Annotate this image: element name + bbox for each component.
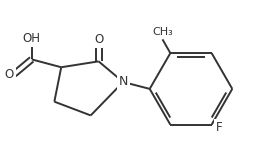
- Text: N: N: [118, 75, 128, 89]
- Text: OH: OH: [23, 32, 41, 45]
- Text: O: O: [94, 33, 103, 46]
- Text: O: O: [5, 68, 14, 81]
- Text: CH₃: CH₃: [152, 28, 173, 38]
- Text: F: F: [216, 121, 223, 134]
